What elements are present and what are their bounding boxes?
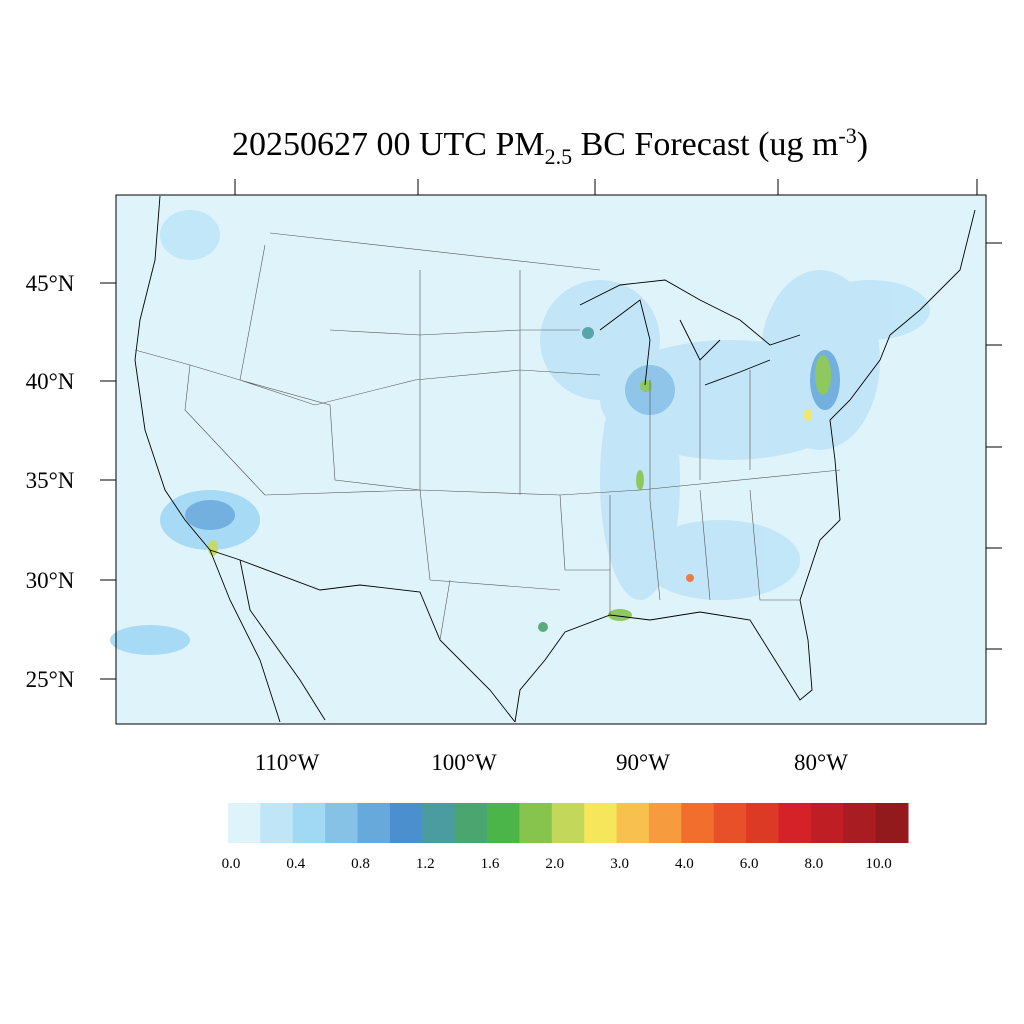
colorbar-swatch [357,803,391,843]
colorbar-swatch [648,803,682,843]
colorbar-label: 6.0 [740,856,759,872]
axis-ticks: 45°N 40°N 35°N 30°N 25°N 110°W 100°W 90°W 80°W [26,179,1002,775]
colorbar-swatch [389,803,423,843]
colorbar-swatch [810,803,844,843]
colorbar-swatch [325,803,359,843]
colorbar-swatch [616,803,650,843]
lon-label: 100°W [431,750,497,775]
colorbar-swatch [487,803,520,843]
colorbar-swatch [422,803,456,843]
colorbar-swatch [843,803,877,843]
colorbar-swatch [551,803,585,843]
lon-label: 80°W [794,750,848,775]
baja [209,549,326,723]
lat-label: 45°N [26,271,75,296]
colorbar-label: 8.0 [804,856,823,872]
colorbar: 0.0 0.4 0.8 1.2 1.6 2.0 3.0 4.0 6.0 8.0 10.0 [222,803,909,872]
lat-label: 35°N [26,468,75,493]
colorbar-swatch [292,803,326,843]
colorbar-swatch [713,803,747,843]
colorbar-swatch [778,803,812,843]
colorbar-swatch [519,803,553,843]
colorbar-label: 2.0 [545,856,564,872]
colorbar-label: 10.0 [865,856,891,872]
colorbar-swatch [875,803,909,843]
concentration-field [110,210,930,655]
title: 20250627 00 UTC PM2.5 BC Forecast (ug m-… [232,123,868,169]
colorbar-label: 0.0 [222,856,241,872]
lon-label: 110°W [255,750,320,775]
colorbar-swatch [228,803,261,843]
colorbar-swatch [584,803,618,843]
great-lakes [579,279,801,386]
colorbar-swatch [260,803,294,843]
lat-label: 30°N [26,568,75,593]
lat-label: 25°N [26,667,75,692]
state-borders [134,232,841,641]
lon-label: 90°W [616,750,670,775]
colorbar-label: 1.6 [481,856,500,872]
map-background [116,195,986,724]
colorbar-label: 1.2 [416,856,435,872]
colorbar-swatch [681,803,715,843]
colorbar-swatch [746,803,779,843]
colorbar-label: 0.8 [351,856,370,872]
colorbar-label: 4.0 [675,856,694,872]
map [110,194,987,725]
colorbar-swatch [454,803,488,843]
lat-label: 40°N [26,369,75,394]
colorbar-label: 3.0 [610,856,629,872]
colorbar-label: 0.4 [286,856,305,872]
map-frame [115,194,987,725]
